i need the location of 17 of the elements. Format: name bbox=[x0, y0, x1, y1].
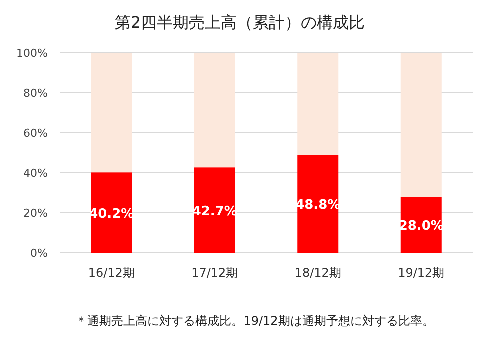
bar bbox=[298, 53, 339, 156]
x-tick-label: 17/12期 bbox=[192, 266, 238, 280]
y-tick-label: 80% bbox=[24, 87, 48, 100]
y-tick-label: 20% bbox=[24, 207, 48, 220]
bar bbox=[194, 53, 236, 168]
x-tick-label: 18/12期 bbox=[294, 266, 342, 280]
y-tick-label: 40% bbox=[24, 167, 48, 180]
y-tick-label: 100% bbox=[16, 47, 48, 60]
x-tick-label: 16/12期 bbox=[88, 266, 135, 280]
title: 第2四半期売上高（累計）の構成比 bbox=[114, 13, 366, 32]
y-tick-label: 60% bbox=[24, 127, 48, 140]
bar bbox=[400, 53, 442, 197]
bar bbox=[91, 53, 132, 173]
y-tick-label: 0% bbox=[30, 247, 48, 260]
x-tick-label: 19/12期 bbox=[398, 266, 445, 280]
bar bbox=[298, 155, 339, 253]
text: ＊通期売上高に対する構成比。19/12期は通期予想に対する比率。 bbox=[76, 314, 434, 328]
